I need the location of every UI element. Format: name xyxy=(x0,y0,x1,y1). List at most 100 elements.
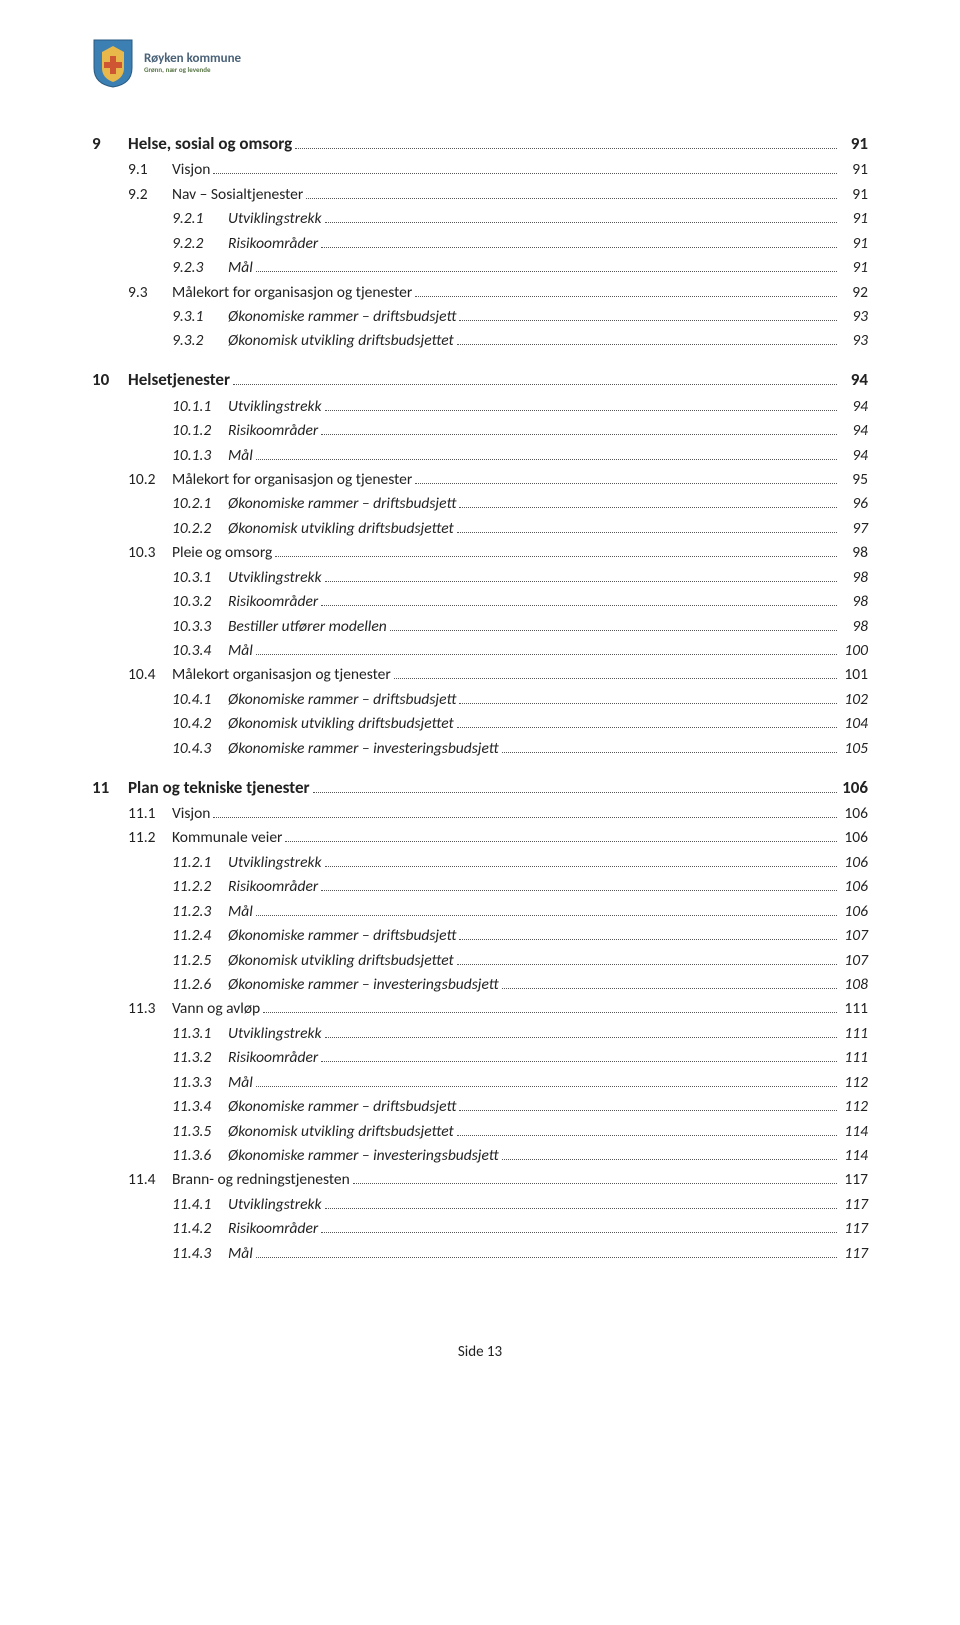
toc-title: Målekort for organisasjon og tjenester xyxy=(172,283,412,304)
toc-title: Helsetjenester xyxy=(128,369,230,392)
toc-title: Økonomiske rammer – investeringsbudsjett xyxy=(228,739,499,760)
toc-number: 9.2.2 xyxy=(172,234,228,255)
toc-number: 9.3 xyxy=(128,283,172,304)
toc-number: 10.3.2 xyxy=(172,592,228,613)
toc-leader xyxy=(353,1169,837,1185)
toc-page: 98 xyxy=(840,592,868,613)
toc-number: 9 xyxy=(92,133,128,156)
toc-leader xyxy=(306,183,837,199)
toc-entry: 10.2Målekort for organisasjon og tjenest… xyxy=(128,469,868,491)
toc-title: Mål xyxy=(228,446,253,467)
toc-leader xyxy=(321,876,837,892)
shield-icon xyxy=(92,38,134,88)
toc-page: 93 xyxy=(840,331,868,352)
toc-title: Mål xyxy=(228,641,253,662)
toc-leader xyxy=(457,949,837,965)
toc-page: 117 xyxy=(840,1170,868,1191)
toc-title: Brann- og redningstjenesten xyxy=(172,1170,350,1191)
toc-number: 11.2.1 xyxy=(172,853,228,874)
toc-number: 11.3.1 xyxy=(172,1024,228,1045)
toc-number: 9.2 xyxy=(128,185,172,206)
toc-number: 11.1 xyxy=(128,804,172,825)
toc-entry: 10.1.1Utviklingstrekk94 xyxy=(172,395,868,417)
toc-page: 108 xyxy=(840,975,868,996)
toc-page: 114 xyxy=(840,1146,868,1167)
toc-leader xyxy=(295,132,837,149)
toc-leader xyxy=(457,713,837,729)
toc-title: Risikoområder xyxy=(228,234,318,255)
toc-page: 106 xyxy=(840,828,868,849)
toc-title: Økonomisk utvikling driftsbudsjettet xyxy=(228,1122,454,1143)
toc-number: 10.2.2 xyxy=(172,519,228,540)
toc-entry: 10.2.1Økonomiske rammer – driftsbudsjett… xyxy=(172,493,868,515)
toc-leader xyxy=(325,566,837,582)
toc-entry: 11.1Visjon106 xyxy=(128,803,868,825)
toc-title: Økonomisk utvikling driftsbudsjettet xyxy=(228,519,454,540)
toc-leader xyxy=(285,827,837,843)
toc-page: 112 xyxy=(840,1073,868,1094)
toc-title: Risikoområder xyxy=(228,1219,318,1240)
toc-page: 106 xyxy=(840,902,868,923)
toc-title: Visjon xyxy=(172,160,210,181)
toc-entry: 9.2.1Utviklingstrekk91 xyxy=(172,208,868,230)
toc-page: 91 xyxy=(840,160,868,181)
toc-title: Nav – Sosialtjenester xyxy=(172,185,303,206)
toc-leader xyxy=(321,1047,837,1063)
toc-page: 91 xyxy=(840,133,868,156)
toc-entry: 9.3.2Økonomisk utvikling driftsbudsjette… xyxy=(172,330,868,352)
toc-number: 9.1 xyxy=(128,160,172,181)
toc-entry: 10.2.2Økonomisk utvikling driftsbudsjett… xyxy=(172,517,868,539)
toc-page: 106 xyxy=(840,877,868,898)
toc-title: Utviklingstrekk xyxy=(228,853,322,874)
toc-page: 101 xyxy=(840,665,868,686)
toc-leader xyxy=(321,1218,837,1234)
toc-number: 10.4 xyxy=(128,665,172,686)
toc-number: 11.2.3 xyxy=(172,902,228,923)
toc-number: 11.4.3 xyxy=(172,1244,228,1265)
toc-leader xyxy=(459,1096,837,1112)
toc-page: 94 xyxy=(840,369,868,392)
toc-entry: 10Helsetjenester94 xyxy=(128,368,868,392)
toc-entry: 10.4.2Økonomisk utvikling driftsbudsjett… xyxy=(172,713,868,735)
toc-leader xyxy=(459,688,837,704)
toc-entry: 9.2Nav – Sosialtjenester91 xyxy=(128,183,868,205)
toc-title: Økonomisk utvikling driftsbudsjettet xyxy=(228,951,454,972)
toc-leader xyxy=(213,159,837,175)
toc-page: 111 xyxy=(840,999,868,1020)
toc-page: 114 xyxy=(840,1122,868,1143)
toc-entry: 10.1.2Risikoområder94 xyxy=(172,420,868,442)
toc-page: 100 xyxy=(840,641,868,662)
toc-title: Risikoområder xyxy=(228,592,318,613)
toc-entry: 10.3.4Mål100 xyxy=(172,639,868,661)
toc-number: 11.2.4 xyxy=(172,926,228,947)
toc-title: Utviklingstrekk xyxy=(228,397,322,418)
toc-title: Utviklingstrekk xyxy=(228,1024,322,1045)
toc-page: 104 xyxy=(840,714,868,735)
toc-number: 10.4.2 xyxy=(172,714,228,735)
toc-leader xyxy=(256,1242,837,1258)
toc-title: Økonomiske rammer – driftsbudsjett xyxy=(228,494,456,515)
toc-number: 11 xyxy=(92,777,128,800)
toc-leader xyxy=(325,395,837,411)
toc-title: Målekort organisasjon og tjenester xyxy=(172,665,391,686)
toc-leader xyxy=(415,281,837,297)
toc-leader xyxy=(459,493,837,509)
toc-entry: 11.2.2Risikoområder106 xyxy=(172,876,868,898)
toc-number: 10.2.1 xyxy=(172,494,228,515)
toc-title: Økonomiske rammer – investeringsbudsjett xyxy=(228,975,499,996)
toc-number: 11.2.6 xyxy=(172,975,228,996)
toc-entry: 11.3.5Økonomisk utvikling driftsbudsjett… xyxy=(172,1120,868,1142)
toc-number: 9.3.2 xyxy=(172,331,228,352)
toc-entry: 11.3.3Mål112 xyxy=(172,1071,868,1093)
toc-entry: 11Plan og tekniske tjenester106 xyxy=(128,776,868,800)
toc-number: 10.1.3 xyxy=(172,446,228,467)
toc-page: 94 xyxy=(840,446,868,467)
toc-entry: 10.3.1Utviklingstrekk98 xyxy=(172,566,868,588)
org-name: Røyken kommune xyxy=(144,52,241,66)
toc-page: 117 xyxy=(840,1244,868,1265)
toc-leader xyxy=(502,973,837,989)
toc-leader xyxy=(457,330,837,346)
toc-number: 10.2 xyxy=(128,470,172,491)
toc-leader xyxy=(415,469,837,485)
toc-number: 10.3.3 xyxy=(172,617,228,638)
